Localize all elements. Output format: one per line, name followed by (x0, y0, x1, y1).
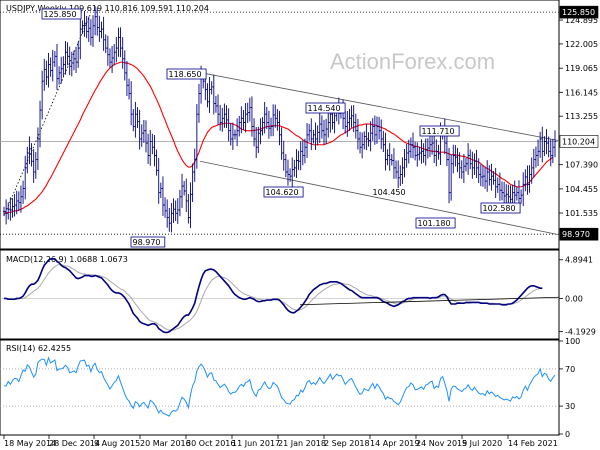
macd-header: MACD(12,26,9) 1.0688 1.0673 (6, 255, 128, 264)
level-label-box (263, 186, 304, 198)
time-tick-label: 18 May 2014 (4, 439, 56, 448)
price-header: USDJPY,Weekly 109.619 110.816 109.591 11… (6, 4, 209, 13)
level-label-box (166, 68, 207, 80)
rsi-tick-label: 0 (565, 430, 570, 439)
time-tick-label: 14 Apr 2019 (370, 439, 419, 448)
price-tag-label: 110.204 (562, 137, 595, 146)
macd-tick-label: -4.1929 (565, 328, 596, 337)
moving-average-line (4, 61, 554, 214)
price-tick-label: 101.535 (565, 209, 598, 218)
time-tick-label: 30 Oct 2016 (186, 439, 235, 448)
price-tag-box (559, 135, 599, 148)
time-tick-label: 14 Feb 2021 (508, 439, 558, 448)
channel-upper-line (205, 73, 560, 142)
macd-tick-label: 4.8941 (565, 256, 593, 265)
price-tick-label: 119.065 (565, 64, 598, 73)
level-label: 104.450 (373, 188, 406, 197)
level-label: 118.650 (169, 70, 202, 79)
price-tag-label: 125.850 (562, 8, 595, 17)
level-label-box (130, 236, 166, 248)
watermark: ActionForex.com (330, 49, 495, 74)
level-label: 125.850 (44, 10, 77, 19)
price-tag-box (559, 5, 599, 19)
price-tick-label: 104.455 (565, 185, 598, 194)
price-tick-label: 107.390 (565, 161, 598, 170)
price-tag-label: 98.970 (562, 230, 590, 239)
level-label: 111.710 (422, 127, 455, 136)
time-tick-label: 9 Aug 2015 (94, 439, 140, 448)
time-tick-label: 28 Dec 2014 (49, 439, 100, 448)
level-label-box (480, 202, 521, 214)
level-label-box (305, 102, 346, 114)
level-label: 101.180 (418, 219, 451, 228)
rsi-tick-label: 30 (565, 402, 575, 411)
level-label-box (419, 125, 460, 137)
rsi-tick-label: 100 (565, 337, 580, 346)
rsi-tick-label: 70 (565, 365, 575, 374)
time-tick-label: 11 Jun 2017 (232, 439, 280, 448)
time-tick-label: 24 Nov 2019 (416, 439, 467, 448)
level-label: 104.620 (266, 188, 299, 197)
level-label-box (415, 217, 456, 229)
macd-trendline (299, 296, 560, 306)
level-label: 102.580 (483, 204, 516, 213)
rsi-panel-frame (0, 339, 560, 436)
level-label: 114.540 (308, 104, 341, 113)
price-tick-label: 124.895 (565, 16, 598, 25)
price-panel-frame (0, 0, 560, 250)
price-tag-box (559, 227, 599, 241)
macd-signal-line (4, 263, 543, 331)
rsi-line (3, 356, 556, 417)
price-tick-label: 116.145 (565, 88, 598, 97)
channel-lower-line (199, 160, 560, 236)
rsi-header: RSI(14) 62.4255 (6, 344, 71, 353)
macd-tick-label: 0.00 (565, 294, 583, 303)
price-tick-label: 113.255 (565, 112, 598, 121)
trend-support-line (3, 14, 91, 216)
time-tick-label: 21 Jan 2018 (278, 439, 326, 448)
time-tick-label: 2 Sep 2018 (324, 439, 370, 448)
price-tick-label: 122.005 (565, 40, 598, 49)
time-tick-label: 5 Jul 2020 (462, 439, 502, 448)
level-label: 98.970 (133, 238, 161, 247)
macd-panel-frame (0, 249, 560, 340)
level-label-box (41, 8, 82, 20)
macd-line (4, 258, 543, 334)
time-tick-label: 20 Mar 2016 (140, 439, 191, 448)
